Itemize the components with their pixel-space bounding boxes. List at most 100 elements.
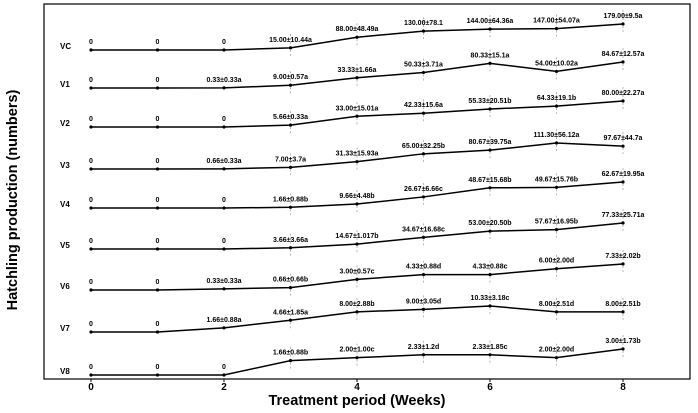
- data-point: [488, 61, 492, 65]
- data-label: 2.00±1.00c: [340, 347, 375, 354]
- data-label: 50.33±3.71a: [404, 62, 443, 69]
- data-point: [288, 246, 293, 250]
- data-label: 26.67±6.66c: [404, 186, 443, 193]
- data-label: 5.66±0.33a: [273, 114, 308, 121]
- plot-frame: [43, 3, 691, 380]
- data-point: [421, 353, 426, 357]
- data-label: 62.67±19.95a: [602, 171, 645, 178]
- data-point: [554, 27, 559, 31]
- series-label: V4: [60, 200, 70, 209]
- series-label: V2: [60, 119, 70, 128]
- data-label: 144.00±64.36a: [467, 18, 514, 25]
- data-label: 53.00±20.50b: [468, 220, 511, 227]
- series-v4: 0 0 0 1.66±0.88b 9.66±4.48b 26.67±6.66c 48.67±…: [60, 168, 645, 218]
- series-label: V7: [60, 324, 70, 333]
- data-point: [155, 167, 160, 171]
- data-point: [488, 27, 492, 31]
- data-label: 0: [222, 364, 226, 371]
- data-point: [288, 165, 293, 169]
- data-label: 0: [222, 116, 226, 123]
- data-label: 9.00±3.05d: [406, 298, 441, 305]
- data-label: 9.66±4.48b: [339, 193, 374, 200]
- data-label: 80.00±22.27a: [602, 90, 645, 97]
- data-point: [355, 242, 359, 246]
- data-point: [488, 186, 492, 190]
- data-point: [222, 125, 226, 129]
- series-label: V6: [60, 282, 70, 291]
- data-point: [155, 48, 160, 52]
- data-point: [355, 277, 359, 281]
- x-tick-label: 2: [221, 382, 227, 393]
- data-label: 0.33±0.33a: [207, 77, 242, 84]
- data-label: 65.00±32.25b: [402, 143, 445, 150]
- data-label: 4.66±1.85a: [273, 309, 308, 316]
- data-label: 0: [89, 77, 93, 84]
- data-point: [155, 247, 160, 251]
- data-point: [155, 288, 160, 292]
- data-point: [554, 356, 559, 360]
- data-label: 0.66±0.66b: [273, 277, 308, 284]
- x-axis-title: Treatment period (Weeks): [268, 393, 445, 409]
- data-label: 0: [89, 321, 93, 328]
- data-label: 77.33±25.71a: [602, 212, 645, 219]
- data-label: 0: [156, 39, 160, 46]
- series-v6: 0 0 0.33±0.33a 0.66±0.66b 3.00±0.57c 4.33±0.8…: [60, 250, 641, 298]
- data-point: [288, 205, 293, 209]
- data-label: 0: [156, 364, 160, 371]
- data-point: [288, 46, 293, 50]
- series-v1: 0 0 0.33±0.33a 9.00±0.57a 33.33±1.66a 50.33±3…: [60, 48, 644, 96]
- data-label: 48.67±15.68b: [468, 177, 511, 184]
- data-point: [621, 310, 625, 314]
- data-point: [222, 373, 226, 377]
- data-point: [89, 167, 93, 171]
- data-point: [488, 273, 492, 277]
- series-v2: 0 0 0 5.66±0.33a 33.00±15.01a 42.33±15.6a 55.3…: [60, 87, 645, 136]
- x-tick-label: 0: [88, 382, 94, 393]
- data-label: 54.00±10.02a: [535, 60, 578, 67]
- data-label: 1.66±0.88a: [207, 317, 242, 324]
- data-point: [554, 141, 559, 145]
- data-point: [621, 99, 625, 103]
- data-point: [421, 273, 426, 277]
- data-point: [222, 287, 226, 291]
- data-point: [621, 22, 625, 26]
- data-label: 64.33±19.1b: [537, 95, 576, 102]
- data-point: [89, 373, 93, 377]
- data-label: 0: [156, 158, 160, 165]
- data-point: [421, 111, 426, 115]
- data-point: [222, 247, 226, 251]
- series-label: V1: [60, 80, 70, 89]
- data-label: 0: [222, 39, 226, 46]
- data-point: [421, 70, 426, 75]
- data-label: 1.66±0.88b: [273, 196, 308, 203]
- x-tick-label: 8: [620, 382, 626, 393]
- data-point: [89, 288, 93, 292]
- data-point: [355, 160, 359, 164]
- data-point: [421, 152, 426, 156]
- data-point: [222, 86, 226, 90]
- data-point: [621, 221, 625, 225]
- data-point: [554, 267, 559, 271]
- data-label: 0: [222, 238, 226, 245]
- data-point: [222, 326, 226, 330]
- series-label: V3: [60, 161, 70, 170]
- data-point: [89, 125, 93, 129]
- data-label: 33.00±15.01a: [336, 105, 379, 112]
- data-label: 8.00±2.51d: [539, 301, 574, 308]
- data-label: 31.33±15.93a: [336, 151, 379, 158]
- data-label: 14.67±1.017b: [335, 233, 378, 240]
- data-label: 0: [156, 238, 160, 245]
- data-label: 4.33±0.88c: [473, 264, 508, 271]
- data-point: [421, 307, 426, 311]
- data-point: [355, 356, 359, 360]
- x-tick-label: 6: [487, 382, 493, 393]
- data-label: 0: [222, 197, 226, 204]
- data-point: [488, 229, 492, 233]
- data-label: 0: [89, 238, 93, 245]
- data-label: 130.00±78.1: [404, 20, 443, 27]
- data-label: 0: [89, 279, 93, 286]
- data-point: [355, 114, 359, 118]
- data-label: 2.33±1.2d: [408, 344, 439, 351]
- data-point: [155, 125, 160, 129]
- data-point: [89, 206, 93, 210]
